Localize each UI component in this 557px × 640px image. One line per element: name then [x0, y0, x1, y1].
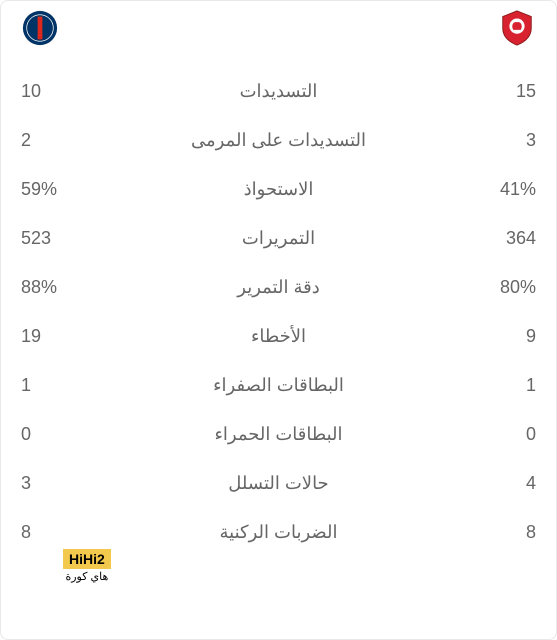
stat-away-value: 8 [466, 522, 536, 543]
stat-row: 4 حالات التسلل 3 [21, 459, 536, 508]
stat-label: الأخطاء [91, 326, 466, 347]
stat-row: 41% الاستحواذ 59% [21, 165, 536, 214]
stat-row: 9 الأخطاء 19 [21, 312, 536, 361]
stat-label: الضربات الركنية [91, 522, 466, 543]
stat-label: التسديدات [91, 81, 466, 102]
stat-home-value: 19 [21, 326, 91, 347]
stat-home-value: 59% [21, 179, 91, 200]
stat-away-value: 1 [466, 375, 536, 396]
stat-away-value: 364 [466, 228, 536, 249]
stat-away-value: 15 [466, 81, 536, 102]
stat-row: 0 البطاقات الحمراء 0 [21, 410, 536, 459]
stat-home-value: 10 [21, 81, 91, 102]
stat-away-value: 0 [466, 424, 536, 445]
stat-label: الاستحواذ [91, 179, 466, 200]
stat-home-value: 2 [21, 130, 91, 151]
stat-row: 364 التمريرات 523 [21, 214, 536, 263]
stat-row: 1 البطاقات الصفراء 1 [21, 361, 536, 410]
away-team-logo [498, 9, 536, 47]
stats-container: 15 التسديدات 10 3 التسديدات على المرمى 2… [1, 55, 556, 565]
watermark-tagline: هاي كورة [65, 570, 108, 583]
stat-row: 3 التسديدات على المرمى 2 [21, 116, 536, 165]
stat-home-value: 8 [21, 522, 91, 543]
stat-home-value: 523 [21, 228, 91, 249]
stat-row: 80% دقة التمرير 88% [21, 263, 536, 312]
stat-label: البطاقات الحمراء [91, 424, 466, 445]
home-team-logo [21, 9, 59, 47]
stat-away-value: 9 [466, 326, 536, 347]
watermark-brand: HiHi2 [63, 549, 111, 569]
stat-home-value: 1 [21, 375, 91, 396]
match-header [1, 1, 556, 55]
stat-label: حالات التسلل [91, 473, 466, 494]
psg-logo-icon [21, 9, 59, 47]
stat-home-value: 3 [21, 473, 91, 494]
stat-away-value: 80% [466, 277, 536, 298]
stat-home-value: 0 [21, 424, 91, 445]
stat-label: دقة التمرير [91, 277, 466, 298]
stat-away-value: 41% [466, 179, 536, 200]
watermark: HiHi2 هاي كورة [63, 549, 111, 583]
lille-logo-icon [498, 9, 536, 47]
stat-away-value: 4 [466, 473, 536, 494]
stat-label: التمريرات [91, 228, 466, 249]
stat-label: البطاقات الصفراء [91, 375, 466, 396]
stat-away-value: 3 [466, 130, 536, 151]
stat-home-value: 88% [21, 277, 91, 298]
stat-label: التسديدات على المرمى [91, 130, 466, 151]
stat-row: 15 التسديدات 10 [21, 67, 536, 116]
